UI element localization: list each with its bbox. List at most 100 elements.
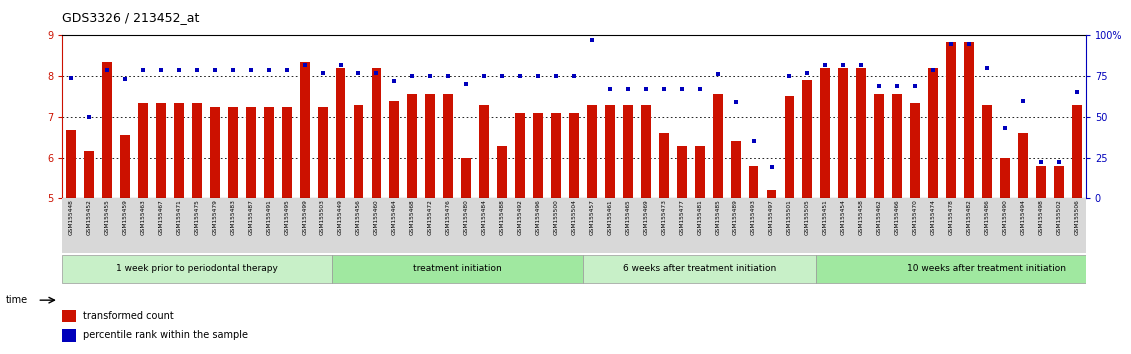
Bar [407, 95, 417, 198]
Point [439, 73, 457, 79]
Bar [637, 198, 655, 253]
Bar [336, 68, 345, 198]
Text: GSM155458: GSM155458 [858, 199, 864, 235]
Bar [516, 113, 525, 198]
Text: GSM155469: GSM155469 [644, 199, 648, 235]
Bar [982, 105, 992, 198]
Point [726, 99, 744, 105]
Text: GSM155463: GSM155463 [140, 199, 146, 235]
Text: GSM155484: GSM155484 [482, 199, 486, 235]
Text: treatment initiation: treatment initiation [413, 264, 502, 273]
Text: GSM155477: GSM155477 [680, 199, 684, 235]
Bar [582, 255, 817, 283]
Point [295, 62, 313, 68]
Text: GSM155483: GSM155483 [231, 199, 235, 235]
Bar [98, 198, 116, 253]
Bar [726, 198, 744, 253]
Bar [731, 141, 741, 198]
Point [780, 73, 798, 79]
Point [762, 165, 780, 170]
Text: GSM155456: GSM155456 [356, 199, 361, 235]
Point [152, 67, 170, 73]
Text: GDS3326 / 213452_at: GDS3326 / 213452_at [62, 11, 199, 24]
Text: time: time [6, 295, 28, 305]
Text: GSM155491: GSM155491 [266, 199, 271, 235]
Bar [135, 198, 152, 253]
Bar [947, 41, 956, 198]
Point [547, 73, 566, 79]
Bar [691, 198, 709, 253]
Text: GSM155466: GSM155466 [895, 199, 899, 235]
Bar [655, 198, 673, 253]
Point [224, 67, 242, 73]
Bar [206, 198, 224, 253]
Bar [300, 62, 310, 198]
Point [853, 62, 871, 68]
Bar [767, 190, 777, 198]
Bar [694, 146, 705, 198]
Bar [475, 198, 493, 253]
Bar [84, 150, 94, 198]
Point [331, 62, 349, 68]
Text: GSM155474: GSM155474 [931, 199, 935, 235]
Text: GSM155504: GSM155504 [571, 199, 577, 235]
Bar [835, 198, 853, 253]
Bar [1036, 166, 1046, 198]
Point [62, 75, 80, 81]
Point [368, 70, 386, 76]
Point [313, 70, 331, 76]
Bar [641, 105, 650, 198]
Point [996, 125, 1015, 131]
Point [673, 86, 691, 92]
Point [511, 73, 529, 79]
Bar [713, 95, 723, 198]
Bar [676, 146, 687, 198]
Bar [282, 107, 292, 198]
Bar [1018, 133, 1028, 198]
Bar [533, 113, 543, 198]
Bar [264, 107, 274, 198]
Text: GSM155494: GSM155494 [1020, 199, 1026, 235]
Bar [295, 198, 313, 253]
Text: GSM155486: GSM155486 [984, 199, 990, 235]
Bar [853, 198, 870, 253]
Bar [569, 113, 579, 198]
Bar [439, 198, 457, 253]
Point [691, 86, 709, 92]
Text: GSM155479: GSM155479 [213, 199, 217, 235]
Bar [170, 198, 188, 253]
Point [601, 86, 619, 92]
Bar [80, 198, 98, 253]
Bar [224, 198, 242, 253]
Text: GSM155487: GSM155487 [249, 199, 253, 235]
Bar [152, 198, 170, 253]
Bar [511, 198, 529, 253]
Text: GSM155478: GSM155478 [949, 199, 953, 235]
Text: GSM155452: GSM155452 [87, 199, 92, 235]
Bar [582, 198, 601, 253]
Text: GSM155454: GSM155454 [840, 199, 846, 235]
Point [960, 41, 978, 46]
Point [386, 78, 404, 84]
Bar [587, 105, 597, 198]
Point [888, 83, 906, 89]
Bar [389, 101, 399, 198]
Text: GSM155462: GSM155462 [877, 199, 882, 235]
Bar [422, 198, 439, 253]
Bar [62, 255, 331, 283]
Bar [210, 107, 219, 198]
Bar [856, 68, 866, 198]
Bar [996, 198, 1013, 253]
Bar [1000, 158, 1010, 198]
Point [188, 67, 206, 73]
Bar [188, 198, 206, 253]
Text: GSM155492: GSM155492 [518, 199, 523, 235]
Bar [493, 198, 511, 253]
Bar [349, 198, 368, 253]
Text: GSM155464: GSM155464 [392, 199, 397, 235]
Bar [762, 198, 780, 253]
Point [1050, 160, 1068, 165]
Point [582, 38, 601, 43]
Bar [443, 95, 454, 198]
Point [1031, 160, 1050, 165]
